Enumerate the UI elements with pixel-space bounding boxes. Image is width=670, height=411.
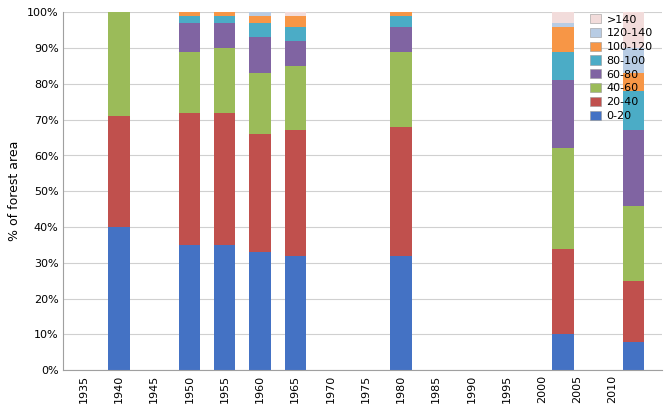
Bar <box>249 252 271 370</box>
Bar <box>391 12 411 16</box>
Bar <box>179 245 200 370</box>
Bar <box>623 73 644 91</box>
Bar <box>623 91 644 130</box>
Bar <box>249 73 271 134</box>
Bar <box>285 130 306 256</box>
Bar <box>179 16 200 23</box>
Bar <box>623 206 644 281</box>
Bar <box>109 12 129 116</box>
Bar <box>214 23 235 48</box>
Bar <box>249 134 271 252</box>
Bar <box>179 52 200 113</box>
Bar <box>553 52 574 80</box>
Bar <box>391 256 411 370</box>
Bar <box>623 281 644 342</box>
Y-axis label: % of forest area: % of forest area <box>8 141 21 242</box>
Bar <box>391 52 411 127</box>
Bar <box>391 16 411 27</box>
Bar <box>214 113 235 245</box>
Bar <box>391 127 411 256</box>
Legend: >140, 120-140, 100-120, 80-100, 60-80, 40-60, 20-40, 0-20: >140, 120-140, 100-120, 80-100, 60-80, 4… <box>586 11 656 124</box>
Bar <box>179 113 200 245</box>
Bar <box>553 27 574 52</box>
Bar <box>553 80 574 148</box>
Bar <box>214 48 235 113</box>
Bar <box>285 256 306 370</box>
Bar <box>214 12 235 16</box>
Bar <box>285 41 306 66</box>
Bar <box>623 48 644 73</box>
Bar <box>249 16 271 23</box>
Bar <box>553 335 574 370</box>
Bar <box>249 23 271 37</box>
Bar <box>285 12 306 16</box>
Bar <box>214 245 235 370</box>
Bar <box>623 12 644 48</box>
Bar <box>249 12 271 16</box>
Bar <box>249 37 271 73</box>
Bar <box>623 130 644 206</box>
Bar <box>285 16 306 27</box>
Bar <box>109 227 129 370</box>
Bar <box>285 27 306 41</box>
Bar <box>214 16 235 23</box>
Bar <box>285 66 306 130</box>
Bar <box>553 249 574 335</box>
Bar <box>391 27 411 52</box>
Bar <box>553 12 574 23</box>
Bar <box>553 148 574 249</box>
Bar <box>109 116 129 227</box>
Bar <box>553 23 574 27</box>
Bar <box>179 12 200 16</box>
Bar <box>179 23 200 52</box>
Bar <box>623 342 644 370</box>
